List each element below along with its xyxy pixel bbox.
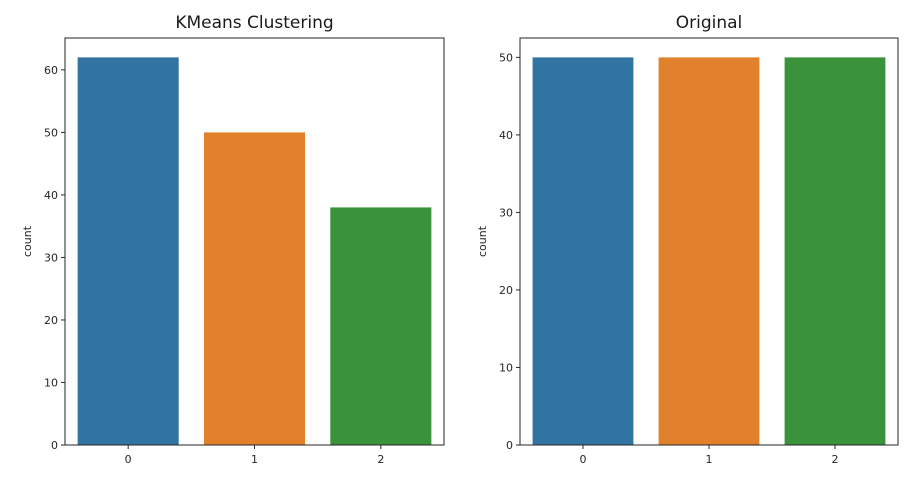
bar-2 <box>330 207 432 445</box>
plot-frame <box>64 37 445 446</box>
bar-1 <box>658 57 760 445</box>
chart-title: KMeans Clustering <box>175 13 333 33</box>
y-tick-label-30: 30 <box>44 251 58 264</box>
y-tick-label-40: 40 <box>44 189 58 202</box>
y-tick-label-20: 20 <box>499 284 513 297</box>
x-tick-label-2: 2 <box>377 453 384 466</box>
y-axis-label: count <box>476 225 489 257</box>
y-tick-label-10: 10 <box>499 361 513 374</box>
bar-2 <box>784 57 886 445</box>
chart-title: Original <box>676 13 743 33</box>
y-tick-label-50: 50 <box>44 126 58 139</box>
y-tick-label-60: 60 <box>44 64 58 77</box>
y-tick-label-0: 0 <box>51 439 58 452</box>
bar-0 <box>532 57 634 445</box>
y-tick-label-40: 40 <box>499 129 513 142</box>
y-tick-label-0: 0 <box>506 439 513 452</box>
x-tick-label-1: 1 <box>251 453 258 466</box>
x-tick-label-2: 2 <box>832 453 839 466</box>
x-tick-label-1: 1 <box>706 453 713 466</box>
y-tick-label-50: 50 <box>499 51 513 64</box>
x-tick-label-0: 0 <box>125 453 132 466</box>
y-tick-label-20: 20 <box>44 314 58 327</box>
plot-frame <box>519 37 899 446</box>
bar-1 <box>203 132 306 445</box>
y-axis-label: count <box>21 225 34 257</box>
y-tick-label-30: 30 <box>499 206 513 219</box>
x-tick-label-0: 0 <box>580 453 587 466</box>
bar-0 <box>77 57 179 445</box>
y-tick-label-10: 10 <box>44 376 58 389</box>
